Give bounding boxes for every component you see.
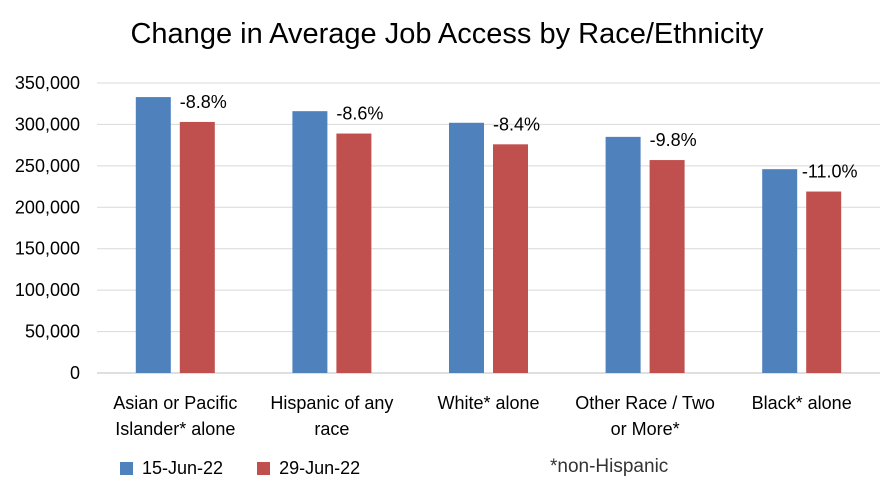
data-label: -8.6% xyxy=(336,104,383,124)
x-tick-label-line: Other Race / Two xyxy=(575,393,715,413)
x-tick-label-line: or More* xyxy=(610,419,680,439)
chart-title: Change in Average Job Access by Race/Eth… xyxy=(130,18,764,50)
x-tick-label-line: Hispanic of any xyxy=(270,393,394,413)
bar-series-2 xyxy=(179,121,215,373)
legend-item-series-2: 29-Jun-22 xyxy=(257,456,360,480)
data-label: -11.0% xyxy=(802,162,858,182)
bar-series-1 xyxy=(762,169,798,373)
bar-series-2 xyxy=(649,160,685,373)
legend-label-series-1: 15-Jun-22 xyxy=(142,458,224,478)
x-tick-label-line: Asian or Pacific xyxy=(113,393,238,413)
x-tick-label: White* alone xyxy=(409,390,569,416)
y-tick-label: 150,000 xyxy=(15,239,80,259)
legend-swatch-series-2 xyxy=(257,461,271,475)
footnote: *non-Hispanic xyxy=(550,456,669,477)
bar-series-2 xyxy=(493,144,528,373)
y-tick-label: 100,000 xyxy=(15,280,80,300)
x-tick-label-line: White* alone xyxy=(437,393,540,413)
y-tick-label: 350,000 xyxy=(15,73,80,93)
bar-series-1 xyxy=(135,97,171,373)
legend: 15-Jun-22 29-Jun-22 xyxy=(120,456,394,480)
x-tick-label-line: Black* alone xyxy=(751,393,852,413)
legend-item-series-1: 15-Jun-22 xyxy=(120,456,223,480)
y-tick-label: 0 xyxy=(70,363,80,383)
x-tick-label: Other Race / Two or More* xyxy=(565,390,725,442)
y-tick-label: 300,000 xyxy=(15,114,80,134)
data-label: -8.8% xyxy=(180,92,227,112)
bar-series-2 xyxy=(806,191,842,373)
bar-series-2 xyxy=(336,133,372,373)
x-tick-label: Asian or Pacific Islander* alone xyxy=(95,390,255,442)
x-tick-label: Hispanic of any race xyxy=(252,390,412,442)
data-label: -8.4% xyxy=(493,114,540,134)
bar-series-1 xyxy=(292,111,328,374)
x-tick-label: Black* alone xyxy=(722,390,882,416)
legend-swatch-series-1 xyxy=(120,461,133,475)
bar-series-1 xyxy=(605,136,641,373)
data-label: -9.8% xyxy=(650,130,697,150)
x-tick-label-line: race xyxy=(314,419,350,439)
legend-label-series-2: 29-Jun-22 xyxy=(279,458,361,478)
bar-series-1 xyxy=(449,122,484,374)
x-tick-label-line: Islander* alone xyxy=(115,419,236,439)
y-tick-label: 50,000 xyxy=(25,322,80,342)
y-tick-label: 200,000 xyxy=(15,197,80,217)
y-tick-label: 250,000 xyxy=(15,156,80,176)
